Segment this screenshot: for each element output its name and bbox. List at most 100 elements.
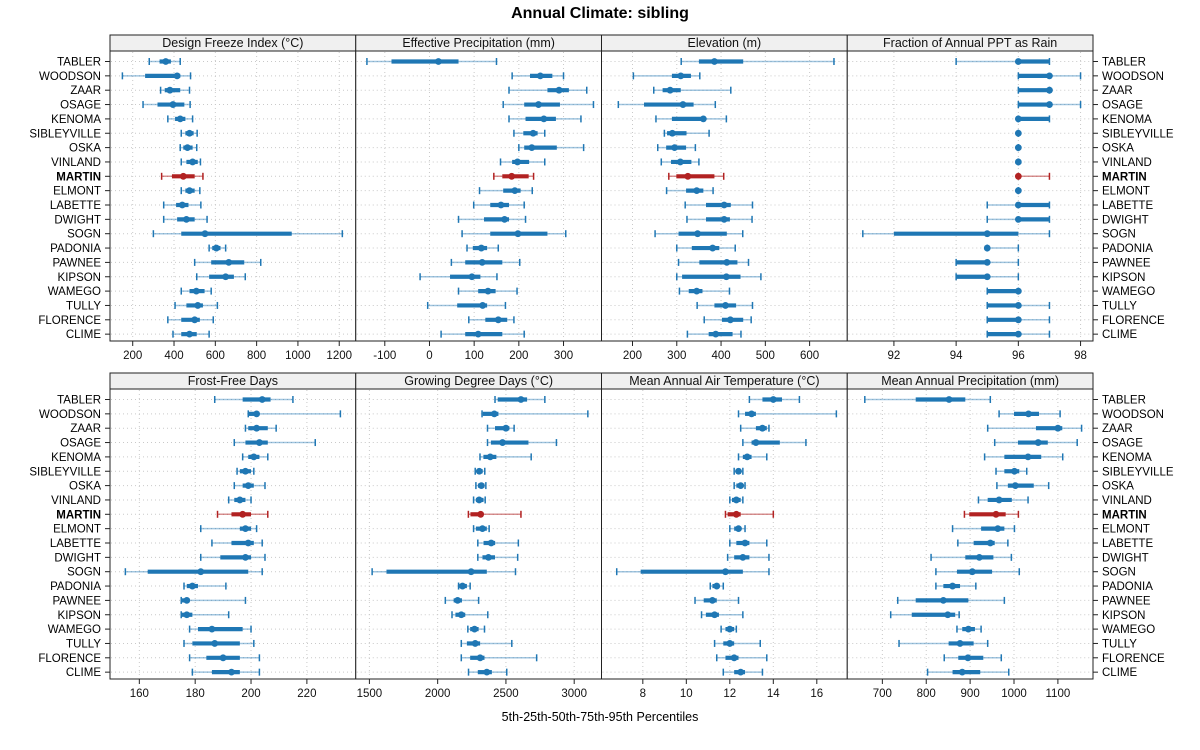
median-dot: [684, 172, 692, 180]
median-dot: [676, 158, 684, 166]
station-label: DWIGHT: [1102, 214, 1149, 226]
x-tick-label: 180: [186, 688, 205, 700]
median-dot: [474, 330, 482, 338]
station-label: WOODSON: [39, 409, 101, 421]
x-tick-label: 160: [130, 688, 149, 700]
median-dot: [699, 115, 707, 123]
x-tick-label: 1000: [1001, 688, 1027, 700]
station-label: TULLY: [66, 300, 101, 312]
median-dot: [219, 654, 227, 662]
median-dot: [939, 597, 947, 604]
station-label: TULLY: [1102, 638, 1137, 650]
x-tick-label: 200: [241, 688, 260, 700]
median-dot: [730, 654, 738, 662]
median-dot: [964, 625, 972, 633]
median-dot: [477, 482, 485, 489]
median-dot: [188, 582, 196, 590]
station-label: PADONIA: [50, 581, 101, 593]
station-label: MARTIN: [1102, 171, 1147, 183]
median-dot: [501, 215, 508, 223]
median-dot: [995, 496, 1003, 504]
median-dot: [239, 510, 247, 518]
median-dot: [693, 187, 701, 195]
median-dot: [499, 439, 506, 446]
median-dot: [479, 525, 486, 533]
median-dot: [555, 86, 563, 94]
x-tick-label: 800: [917, 688, 936, 700]
median-dot: [194, 302, 202, 309]
median-dot: [677, 72, 685, 80]
panel-background: [601, 389, 848, 679]
x-tick-label: 2000: [425, 688, 451, 700]
median-dot: [956, 640, 964, 647]
median-dot: [490, 410, 498, 418]
station-label: WAMEGO: [48, 286, 101, 298]
station-label: TULLY: [1102, 300, 1137, 312]
median-dot: [242, 525, 249, 533]
station-label: SOGN: [1102, 229, 1136, 241]
median-dot: [1054, 424, 1062, 432]
x-tick-label: 1000: [285, 350, 311, 362]
median-dot: [722, 302, 729, 309]
median-dot: [694, 230, 701, 238]
median-dot: [739, 553, 747, 561]
x-tick-label: 600: [206, 350, 225, 362]
station-label: ELMONT: [1102, 524, 1150, 536]
median-dot: [486, 453, 494, 461]
median-dot: [1011, 482, 1019, 489]
median-dot: [983, 273, 991, 281]
chart-title: Annual Climate: sibling: [511, 5, 689, 22]
median-dot: [169, 101, 177, 108]
x-tick-label: 300: [554, 350, 573, 362]
x-tick-label: 14: [767, 688, 780, 700]
median-dot: [712, 330, 720, 338]
panel-strip: [846, 372, 1094, 390]
station-label: SOGN: [67, 567, 101, 579]
median-dot: [483, 668, 491, 676]
median-dot: [759, 424, 766, 432]
station-label: PADONIA: [1102, 581, 1153, 593]
median-dot: [256, 439, 263, 446]
median-dot: [722, 568, 729, 576]
median-dot: [508, 172, 516, 180]
median-dot: [726, 625, 734, 633]
panel-background: [355, 389, 602, 679]
x-tick-label: 8: [640, 688, 646, 700]
median-dot: [1014, 144, 1022, 152]
median-dot: [1046, 72, 1053, 80]
station-label: CLIME: [1102, 329, 1137, 341]
x-tick-label: 16: [810, 688, 823, 700]
x-tick-label: 600: [800, 350, 819, 362]
median-dot: [478, 259, 486, 266]
panel-strip-title: Design Freeze Index (°C): [162, 36, 303, 50]
x-tick-label: 92: [888, 350, 901, 362]
median-dot: [1014, 58, 1022, 65]
median-dot: [511, 187, 519, 195]
x-tick-label: 0: [426, 350, 432, 362]
median-dot: [945, 396, 953, 403]
station-label: KIPSON: [1102, 272, 1145, 284]
median-dot: [713, 582, 721, 590]
x-tick-label: 200: [623, 350, 642, 362]
median-dot: [228, 668, 235, 676]
median-dot: [732, 510, 740, 518]
median-dot: [178, 201, 186, 209]
station-label: ZAAR: [70, 85, 101, 97]
station-label: MARTIN: [1102, 509, 1147, 521]
median-dot: [732, 496, 740, 504]
median-dot: [476, 654, 484, 662]
median-dot: [468, 273, 476, 281]
median-dot: [242, 553, 249, 561]
median-dot: [173, 72, 181, 80]
x-tick-label: 200: [509, 350, 528, 362]
station-label: ELMONT: [53, 186, 101, 198]
median-dot: [994, 525, 1002, 533]
station-label: PAWNEE: [1102, 257, 1151, 269]
median-dot: [253, 410, 261, 418]
median-dot: [735, 467, 742, 475]
station-label: PADONIA: [50, 243, 101, 255]
station-label: WOODSON: [1102, 409, 1164, 421]
median-dot: [535, 101, 542, 108]
station-label: VINLAND: [1102, 495, 1152, 507]
